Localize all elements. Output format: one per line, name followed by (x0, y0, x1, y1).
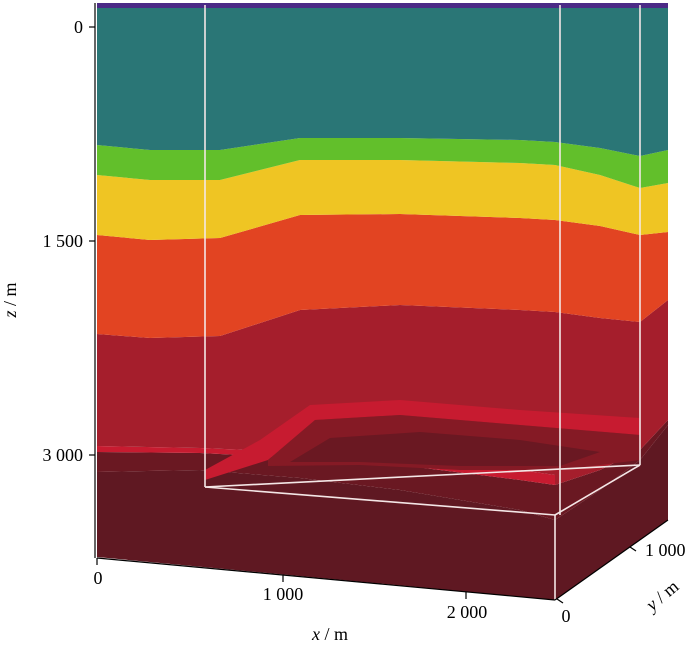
y-tick-label-0: 0 (562, 606, 571, 626)
x-tick-label-2000: 2 000 (447, 602, 488, 622)
y-axis-title: y / m (640, 576, 682, 616)
layer-8-inner-core (290, 432, 600, 466)
z-axis-title: z / m (0, 282, 20, 318)
z-axis-unit: / m (0, 282, 20, 310)
z-axis (89, 3, 96, 558)
layer-4-side (555, 220, 668, 322)
cut-box-outline (204, 5, 641, 600)
box-edge-bottom-side (554, 464, 641, 516)
top-thin-layer-side (555, 3, 668, 8)
layer-1-side (555, 8, 668, 156)
top-thin-layer-front (97, 3, 555, 8)
z-tick-label-3000: 3 000 (43, 445, 84, 465)
x-tick-label-1000: 1 000 (263, 584, 304, 604)
layer-4-front (97, 214, 555, 338)
x-axis (96, 557, 556, 601)
y-axis-line (554, 519, 669, 601)
x-axis-unit: / m (320, 624, 348, 644)
layer-6-inner-band (205, 400, 640, 480)
x-axis-line (96, 557, 556, 601)
x-axis-var: x (311, 624, 320, 644)
front-face (97, 3, 555, 600)
internal-structure (205, 400, 640, 480)
layer-2-front (97, 138, 555, 180)
box-edge-bottom-back (204, 464, 641, 488)
z-tick-label-1500: 1 500 (43, 231, 84, 251)
y-tick-label-1000: 1 000 (645, 540, 686, 560)
z-axis-var: z (0, 311, 20, 319)
y-axis (554, 519, 669, 604)
layer-bottom-front (97, 470, 555, 600)
x-tick-label-0: 0 (94, 568, 103, 588)
y-tick-1000 (629, 546, 637, 552)
x-axis-title: x / m (311, 624, 348, 644)
layer-bottom-side (555, 425, 668, 600)
layer-8-side (555, 420, 668, 520)
layer-1-front (97, 8, 555, 150)
side-face (555, 3, 668, 600)
y-tick-0 (556, 598, 564, 604)
box-edge-bottom-front (204, 486, 556, 516)
z-tick-label-0: 0 (74, 17, 83, 37)
